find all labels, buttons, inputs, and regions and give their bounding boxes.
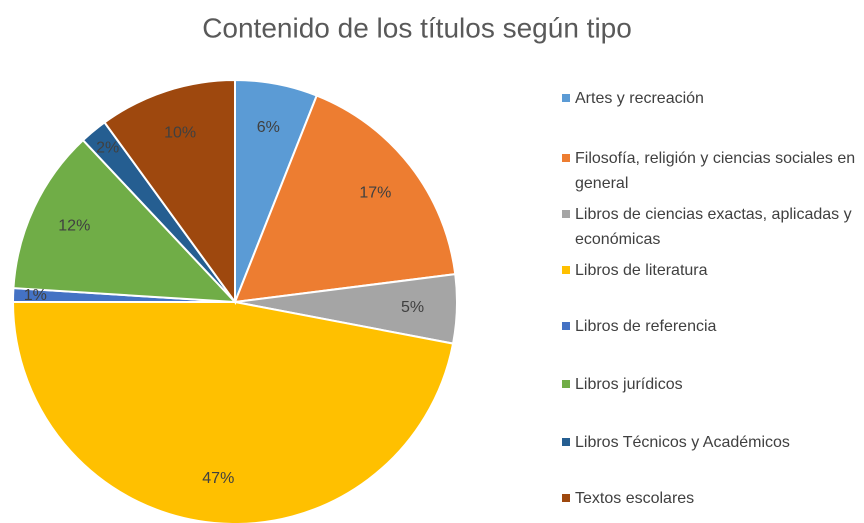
legend-label: Libros jurídicos [575,376,683,393]
pie-slice [233,94,457,304]
pie-slice [12,138,238,304]
pie-slice [103,78,236,306]
legend-swatch [562,380,570,388]
legend-item: Libros jurídicos [562,372,858,397]
legend-swatch [562,494,570,502]
legend-swatch [562,154,570,162]
legend-label: Textos escolares [575,490,695,507]
data-label: 6% [257,119,280,136]
legend-label: Libros de referencia [575,318,717,335]
data-label: 17% [359,184,391,201]
data-label: 47% [202,470,234,487]
data-label: 2% [96,139,119,156]
legend-swatch [562,210,570,218]
legend-label: Libros de literatura [575,262,708,279]
data-label: 5% [401,299,424,316]
legend-item: Libros de literatura [562,258,858,283]
legend-label: Libros de ciencias exactas, aplicadas y … [575,206,852,248]
legend-label: Artes y recreación [575,90,704,107]
legend-item: Filosofía, religión y ciencias sociales … [562,146,858,196]
legend-item: Artes y recreación [562,86,858,111]
chart-title: Contenido de los títulos según tipo [202,12,632,43]
legend-item: Libros de ciencias exactas, aplicadas y … [562,202,858,252]
data-label: 1% [24,287,47,304]
legend-item: Textos escolares [562,486,858,511]
legend-swatch [562,438,570,446]
legend-label: Filosofía, religión y ciencias sociales … [575,150,856,192]
data-label: 12% [58,218,90,235]
legend-label: Libros Técnicos y Académicos [575,434,790,451]
legend-swatch [562,266,570,274]
legend-item: Libros de referencia [562,314,858,339]
legend-item: Libros Técnicos y Académicos [562,430,858,455]
data-label: 10% [164,124,196,141]
legend-swatch [562,94,570,102]
pie-slice [11,301,455,523]
legend-swatch [562,322,570,330]
